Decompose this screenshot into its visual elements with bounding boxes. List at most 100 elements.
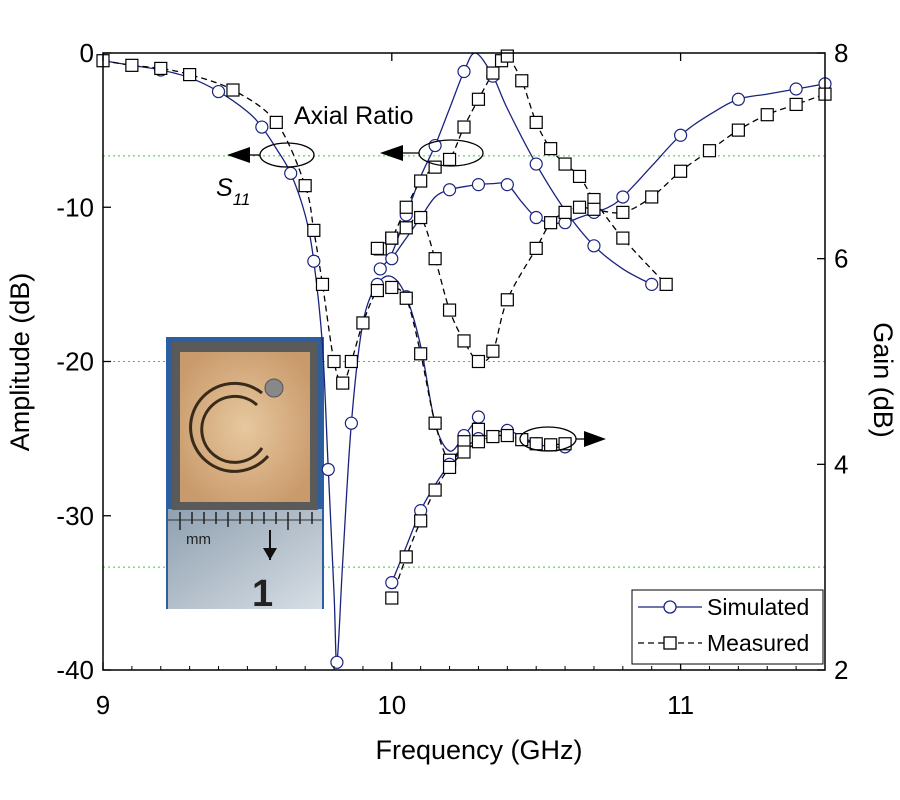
series-1-marker bbox=[125, 58, 139, 72]
series-5-marker bbox=[457, 334, 471, 348]
ruler-unit-label: mm bbox=[186, 531, 211, 548]
series-2-marker bbox=[457, 64, 471, 79]
series-3-marker bbox=[471, 92, 486, 106]
x-tick-label: 9 bbox=[96, 690, 110, 720]
series-5-marker bbox=[587, 202, 601, 216]
axial-ratio-label: Axial Ratio bbox=[294, 102, 414, 130]
y-tick-label: -10 bbox=[56, 192, 94, 222]
s11-ellipse bbox=[259, 142, 315, 168]
antenna-photo-inset: mm 1 bbox=[166, 337, 324, 615]
series-5-marker bbox=[544, 216, 558, 230]
series-1-marker bbox=[183, 67, 197, 82]
series-7-marker bbox=[544, 438, 558, 452]
antenna-substrate bbox=[180, 352, 310, 502]
series-5-marker bbox=[399, 221, 413, 235]
series-3-marker bbox=[457, 120, 471, 134]
series-2-marker bbox=[373, 262, 387, 276]
series-1-marker bbox=[428, 416, 442, 430]
series-3-marker bbox=[442, 152, 457, 167]
ruler-image bbox=[168, 509, 322, 609]
series-5-marker bbox=[558, 205, 572, 219]
series-1-marker bbox=[385, 280, 399, 295]
series-3-marker bbox=[616, 231, 630, 245]
series-5-marker bbox=[385, 231, 399, 245]
series-5-marker bbox=[702, 144, 717, 158]
series-5-marker bbox=[789, 97, 803, 112]
series-1-marker bbox=[344, 354, 358, 369]
series-7-marker bbox=[471, 435, 486, 449]
series-7-marker bbox=[414, 514, 428, 528]
series-5-marker bbox=[673, 164, 688, 178]
series-5-marker bbox=[616, 205, 630, 219]
series-5-marker bbox=[731, 123, 745, 137]
y2-axis-title: Gain (dB) bbox=[868, 322, 898, 438]
series-5-marker bbox=[500, 293, 514, 307]
legend-box bbox=[631, 589, 824, 665]
series-7-marker bbox=[442, 460, 457, 475]
series-4-marker bbox=[471, 178, 486, 192]
series-0-marker bbox=[255, 120, 269, 134]
series-3-marker bbox=[659, 277, 673, 291]
series-5-marker bbox=[760, 108, 774, 122]
legend-simulated-label: Simulated bbox=[707, 594, 809, 620]
series-4-marker bbox=[500, 178, 514, 192]
series-2-marker bbox=[529, 157, 543, 171]
series-7-marker bbox=[457, 445, 471, 459]
series-7-marker bbox=[500, 428, 514, 443]
series-line-5 bbox=[377, 93, 825, 363]
series-1-marker bbox=[414, 347, 428, 361]
series-6-marker bbox=[385, 575, 399, 590]
x-tick-label: 10 bbox=[377, 690, 406, 720]
ruler-pointer-arrow bbox=[263, 548, 277, 560]
series-3-marker bbox=[572, 169, 587, 183]
series-0-marker bbox=[321, 462, 335, 477]
series-3-marker bbox=[486, 66, 500, 80]
series-3-marker bbox=[558, 157, 572, 171]
series-7-marker bbox=[529, 437, 543, 451]
y-tick-label: -40 bbox=[56, 655, 94, 685]
ruler-ticks bbox=[179, 512, 313, 530]
y2-tick-label: 6 bbox=[834, 244, 848, 274]
x-tick-label: 11 bbox=[667, 690, 694, 720]
antenna-feed-connector bbox=[264, 378, 284, 398]
series-4-marker bbox=[789, 82, 803, 96]
series-1-marker bbox=[298, 179, 312, 193]
series-0-marker bbox=[330, 655, 344, 669]
series-4-marker bbox=[529, 210, 543, 225]
series-1-marker bbox=[327, 354, 341, 369]
y-tick-label: -20 bbox=[56, 347, 94, 377]
y-tick-label: -30 bbox=[56, 501, 94, 531]
series-5-marker bbox=[572, 200, 587, 214]
series-5-marker bbox=[486, 344, 500, 358]
s11-label: S11 bbox=[216, 174, 250, 209]
series-5-marker bbox=[645, 190, 659, 204]
series-line-4 bbox=[391, 83, 825, 260]
legend-simulated-marker bbox=[663, 600, 677, 614]
axial-ratio-arrow-head bbox=[380, 145, 403, 161]
series-7-marker bbox=[515, 433, 529, 447]
series-5-marker bbox=[442, 303, 457, 317]
y2-tick-label: 8 bbox=[834, 38, 848, 68]
y-axis-title: Amplitude (dB) bbox=[5, 273, 35, 452]
series-1-marker bbox=[269, 115, 283, 130]
series-4-marker bbox=[731, 92, 745, 106]
series-5-marker bbox=[370, 241, 384, 255]
series-1-marker bbox=[336, 376, 350, 390]
series-3-marker bbox=[515, 74, 529, 88]
series-3-marker bbox=[414, 174, 428, 188]
series-line-0 bbox=[103, 60, 479, 663]
series-7-marker bbox=[486, 429, 500, 444]
gain-arrow-head bbox=[584, 431, 606, 447]
series-1-marker bbox=[356, 316, 370, 330]
series-1-marker bbox=[154, 61, 168, 76]
series-line-2 bbox=[379, 53, 653, 285]
series-1-marker bbox=[307, 223, 321, 237]
series-0-marker bbox=[471, 410, 486, 424]
annotations: S11 Axial Ratio bbox=[216, 102, 606, 452]
y-tick-label: 0 bbox=[80, 38, 94, 68]
series-7-marker bbox=[428, 483, 442, 497]
series-0-marker bbox=[284, 166, 298, 180]
series-4-marker bbox=[616, 190, 630, 204]
